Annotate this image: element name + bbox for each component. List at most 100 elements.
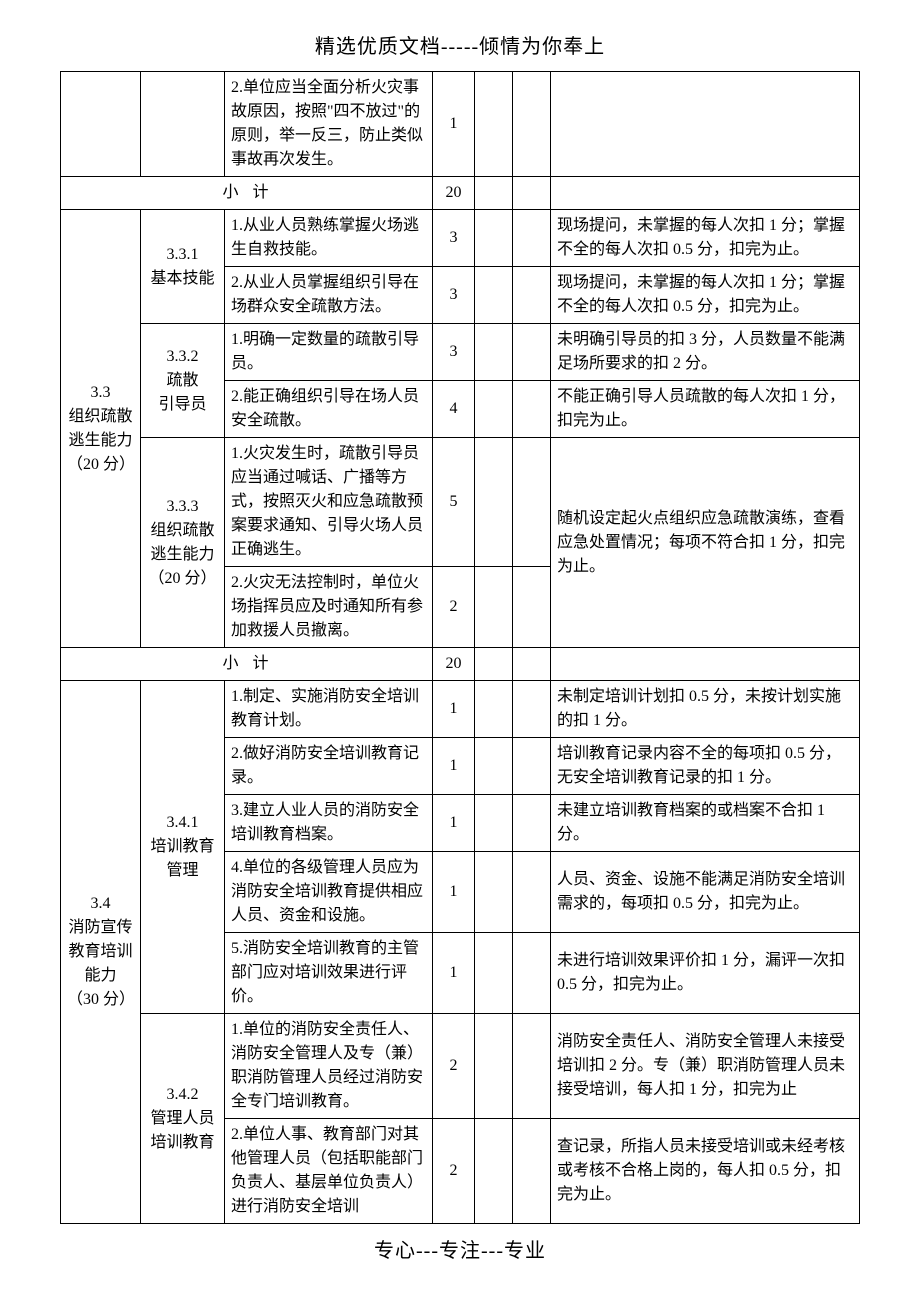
subtotal-score: 20: [433, 177, 475, 210]
remark-cell: 培训教育记录内容不全的每项扣 0.5 分，无安全培训教育记录的扣 1 分。: [551, 738, 860, 795]
cell: [513, 267, 551, 324]
remark-cell: 随机设定起火点组织应急疏散演练，查看应急处置情况；每项不符合扣 1 分，扣完为止…: [551, 438, 860, 648]
table-row: 3.4.2 管理人员培训教育 1.单位的消防安全责任人、消防安全管理人及专（兼）…: [61, 1014, 860, 1119]
remark-cell: 查记录，所指人员未接受培训或未经考核或考核不合格上岗的，每人扣 0.5 分，扣完…: [551, 1119, 860, 1224]
remark-cell: 未进行培训效果评价扣 1 分，漏评一次扣 0.5 分，扣完为止。: [551, 933, 860, 1014]
score-cell: 1: [433, 852, 475, 933]
criteria-text: 1.制定、实施消防安全培训教育计划。: [225, 681, 433, 738]
cell: [475, 795, 513, 852]
remark-cell: [551, 72, 860, 177]
subsection-title: 3.4.2 管理人员培训教育: [141, 1014, 225, 1224]
criteria-text: 1.明确一定数量的疏散引导员。: [225, 324, 433, 381]
subsection-title: 3.4.1 培训教育管理: [141, 681, 225, 1014]
subsection-title: 3.3.1 基本技能: [141, 210, 225, 324]
cell: [513, 738, 551, 795]
cell: [475, 72, 513, 177]
criteria-text: 2.单位应当全面分析火灾事故原因，按照"四不放过"的原则，举一反三，防止类似事故…: [225, 72, 433, 177]
subtotal-score: 20: [433, 648, 475, 681]
cell: [513, 795, 551, 852]
cell: [475, 210, 513, 267]
cell: [551, 177, 860, 210]
table-row: 3.4 消防宣传教育培训能力 （30 分） 3.4.1 培训教育管理 1.制定、…: [61, 681, 860, 738]
cell: [513, 1014, 551, 1119]
criteria-text: 1.从业人员熟练掌握火场逃生自救技能。: [225, 210, 433, 267]
table-row: 3.3 组织疏散逃生能力 （20 分） 3.3.1 基本技能 1.从业人员熟练掌…: [61, 210, 860, 267]
cell: [513, 567, 551, 648]
page-header: 精选优质文档-----倾情为你奉上: [60, 30, 860, 59]
criteria-text: 2.做好消防安全培训教育记录。: [225, 738, 433, 795]
cell: [513, 438, 551, 567]
cell: [475, 738, 513, 795]
cell: [513, 1119, 551, 1224]
remark-cell: 未建立培训教育档案的或档案不合扣 1 分。: [551, 795, 860, 852]
criteria-text: 2.火灾无法控制时，单位火场指挥员应及时通知所有参加救援人员撤离。: [225, 567, 433, 648]
criteria-text: 2.从业人员掌握组织引导在场群众安全疏散方法。: [225, 267, 433, 324]
score-cell: 1: [433, 72, 475, 177]
cell: [61, 72, 141, 177]
cell: [513, 852, 551, 933]
cell: [475, 567, 513, 648]
score-cell: 1: [433, 795, 475, 852]
cell: [513, 648, 551, 681]
cell: [475, 324, 513, 381]
criteria-text: 3.建立人业人员的消防安全培训教育档案。: [225, 795, 433, 852]
criteria-text: 5.消防安全培训教育的主管部门应对培训效果进行评价。: [225, 933, 433, 1014]
criteria-text: 4.单位的各级管理人员应为消防安全培训教育提供相应人员、资金和设施。: [225, 852, 433, 933]
score-cell: 2: [433, 1014, 475, 1119]
document-page: 精选优质文档-----倾情为你奉上 2.单位应当全面分析火灾事故原因，按照"四不…: [0, 0, 920, 1283]
score-cell: 3: [433, 324, 475, 381]
remark-cell: 未制定培训计划扣 0.5 分，未按计划实施的扣 1 分。: [551, 681, 860, 738]
score-cell: 2: [433, 1119, 475, 1224]
cell: [475, 648, 513, 681]
criteria-text: 2.能正确组织引导在场人员安全疏散。: [225, 381, 433, 438]
remark-cell: 现场提问，未掌握的每人次扣 1 分；掌握不全的每人次扣 0.5 分，扣完为止。: [551, 210, 860, 267]
score-cell: 5: [433, 438, 475, 567]
score-cell: 3: [433, 267, 475, 324]
score-cell: 3: [433, 210, 475, 267]
score-cell: 1: [433, 738, 475, 795]
cell: [475, 852, 513, 933]
cell: [141, 72, 225, 177]
cell: [513, 681, 551, 738]
criteria-text: 2.单位人事、教育部门对其他管理人员（包括职能部门负责人、基层单位负责人）进行消…: [225, 1119, 433, 1224]
cell: [513, 210, 551, 267]
cell: [475, 681, 513, 738]
cell: [513, 72, 551, 177]
score-cell: 2: [433, 567, 475, 648]
cell: [513, 177, 551, 210]
cell: [551, 648, 860, 681]
cell: [513, 933, 551, 1014]
page-footer: 专心---专注---专业: [60, 1234, 860, 1263]
section-title: 3.3 组织疏散逃生能力 （20 分）: [61, 210, 141, 648]
subtotal-label: 小计: [61, 648, 433, 681]
subtotal-row: 小计 20: [61, 177, 860, 210]
remark-cell: 现场提问，未掌握的每人次扣 1 分；掌握不全的每人次扣 0.5 分，扣完为止。: [551, 267, 860, 324]
remark-cell: 消防安全责任人、消防安全管理人未接受培训扣 2 分。专（兼）职消防管理人员未接受…: [551, 1014, 860, 1119]
score-cell: 1: [433, 681, 475, 738]
subsection-title: 3.3.2 疏散 引导员: [141, 324, 225, 438]
criteria-text: 1.单位的消防安全责任人、消防安全管理人及专（兼）职消防管理人员经过消防安全专门…: [225, 1014, 433, 1119]
cell: [475, 381, 513, 438]
remark-cell: 人员、资金、设施不能满足消防安全培训需求的，每项扣 0.5 分，扣完为止。: [551, 852, 860, 933]
criteria-text: 1.火灾发生时，疏散引导员应当通过喊话、广播等方式，按照灭火和应急疏散预案要求通…: [225, 438, 433, 567]
cell: [513, 324, 551, 381]
table-row: 2.单位应当全面分析火灾事故原因，按照"四不放过"的原则，举一反三，防止类似事故…: [61, 72, 860, 177]
cell: [475, 1014, 513, 1119]
score-cell: 4: [433, 381, 475, 438]
remark-cell: 未明确引导员的扣 3 分，人员数量不能满足场所要求的扣 2 分。: [551, 324, 860, 381]
subtotal-label: 小计: [61, 177, 433, 210]
cell: [475, 438, 513, 567]
subtotal-row: 小计 20: [61, 648, 860, 681]
cell: [475, 933, 513, 1014]
score-cell: 1: [433, 933, 475, 1014]
evaluation-table: 2.单位应当全面分析火灾事故原因，按照"四不放过"的原则，举一反三，防止类似事故…: [60, 71, 860, 1224]
cell: [513, 381, 551, 438]
table-row: 3.3.2 疏散 引导员 1.明确一定数量的疏散引导员。 3 未明确引导员的扣 …: [61, 324, 860, 381]
cell: [475, 267, 513, 324]
section-title: 3.4 消防宣传教育培训能力 （30 分）: [61, 681, 141, 1224]
cell: [475, 177, 513, 210]
remark-cell: 不能正确引导人员疏散的每人次扣 1 分，扣完为止。: [551, 381, 860, 438]
subsection-title: 3.3.3 组织疏散逃生能力 （20 分）: [141, 438, 225, 648]
cell: [475, 1119, 513, 1224]
table-row: 3.3.3 组织疏散逃生能力 （20 分） 1.火灾发生时，疏散引导员应当通过喊…: [61, 438, 860, 567]
